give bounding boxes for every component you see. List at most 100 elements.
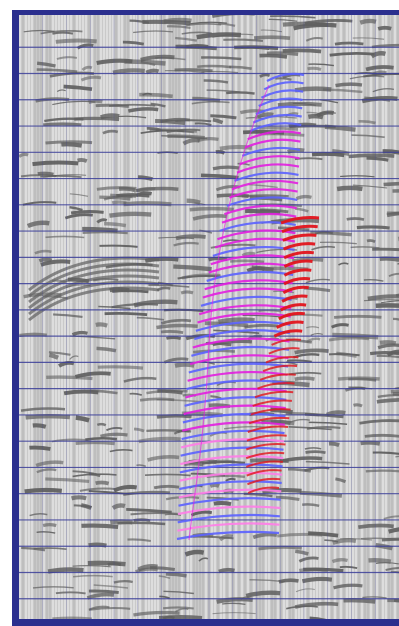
reflector-event (287, 467, 312, 473)
surface-stick-red[interactable] (283, 268, 312, 277)
reflector-event (311, 152, 345, 158)
surface-stick[interactable] (239, 155, 300, 166)
surface-stick[interactable] (182, 412, 286, 424)
surface-stick-red[interactable] (247, 477, 281, 486)
surface-stick[interactable] (180, 438, 285, 449)
surface-stick-red[interactable] (282, 285, 309, 295)
reflector-event (258, 545, 302, 551)
surface-stick[interactable] (180, 455, 284, 466)
surface-stick[interactable] (198, 304, 292, 316)
surface-stick[interactable] (176, 530, 280, 541)
surface-stick[interactable] (221, 212, 297, 224)
surface-stick[interactable] (219, 221, 297, 232)
surface-stick[interactable] (177, 513, 280, 524)
surface-stick[interactable] (178, 488, 282, 499)
surface-stick[interactable] (179, 463, 283, 474)
surface-stick-red[interactable] (280, 216, 320, 225)
surface-stick[interactable] (178, 497, 281, 507)
surface-stick[interactable] (241, 146, 301, 157)
surface-stick[interactable] (204, 279, 293, 291)
surface-stick[interactable] (179, 471, 283, 482)
reflector-event (363, 279, 384, 282)
surface-stick-red[interactable] (257, 382, 295, 390)
interpreted-surface[interactable] (176, 72, 320, 541)
surface-stick-red[interactable] (265, 355, 299, 364)
surface-stick[interactable] (229, 188, 298, 199)
surface-stick-red[interactable] (278, 311, 306, 321)
surface-stick[interactable] (185, 387, 287, 399)
trace-column (190, 15, 192, 619)
reflector-event (390, 389, 399, 394)
surface-stick-red[interactable] (247, 425, 289, 433)
surface-stick[interactable] (224, 204, 297, 216)
surface-stick[interactable] (247, 130, 302, 141)
surface-stick[interactable] (234, 171, 299, 182)
surface-stick-red[interactable] (283, 259, 313, 268)
surface-stick-red[interactable] (250, 408, 291, 416)
surface-stick-red[interactable] (271, 338, 302, 346)
surface-stick-red[interactable] (282, 233, 317, 242)
reflector-event (295, 194, 312, 201)
seismic-section[interactable] (19, 15, 399, 619)
surface-stick[interactable] (258, 97, 303, 107)
surface-stick[interactable] (187, 370, 288, 382)
reflector-event (249, 579, 286, 583)
surface-stick[interactable] (255, 105, 303, 116)
surface-stick[interactable] (183, 404, 286, 416)
surface-stick-red[interactable] (246, 434, 287, 442)
surface-stick-red[interactable] (247, 486, 280, 494)
surface-stick-red[interactable] (283, 250, 315, 260)
surface-stick-red[interactable] (262, 364, 298, 373)
surface-stick[interactable] (252, 113, 302, 124)
surface-stick-red[interactable] (281, 294, 308, 303)
surface-stick[interactable] (178, 480, 282, 491)
surface-stick[interactable] (244, 138, 301, 149)
surface-stick[interactable] (181, 429, 285, 441)
surface-stick[interactable] (217, 229, 296, 241)
surface-stick[interactable] (186, 379, 288, 391)
surface-stick-red[interactable] (283, 277, 311, 286)
reflector-event (56, 56, 78, 60)
surface-stick[interactable] (184, 396, 287, 407)
surface-stick-red[interactable] (268, 347, 300, 355)
surface-stick[interactable] (177, 505, 281, 516)
surface-stick-red[interactable] (245, 451, 285, 460)
surface-stick[interactable] (188, 362, 289, 374)
surface-stick-red[interactable] (282, 242, 316, 251)
seismic-canvas[interactable] (19, 15, 399, 619)
surface-stick[interactable] (181, 421, 286, 432)
surface-stick-red[interactable] (252, 399, 293, 407)
surface-stick-red[interactable] (273, 329, 303, 338)
reflector-event (29, 445, 51, 451)
surface-stick[interactable] (189, 354, 289, 366)
surface-stick-red[interactable] (259, 373, 296, 381)
surface-stick[interactable] (180, 446, 284, 457)
reflector-event (343, 598, 376, 604)
surface-stick[interactable] (197, 312, 291, 324)
surface-stick[interactable] (231, 179, 299, 191)
surface-stick[interactable] (226, 196, 298, 207)
surface-stick[interactable] (236, 163, 300, 174)
surface-stick-red[interactable] (245, 443, 286, 451)
surface-stick-red[interactable] (279, 303, 307, 312)
surface-stick[interactable] (266, 72, 305, 82)
surface-stick[interactable] (249, 122, 302, 133)
reflector-event (392, 391, 399, 396)
surface-stick[interactable] (191, 345, 290, 357)
reflector-arc (28, 274, 160, 310)
surface-stick[interactable] (193, 329, 291, 341)
reflector-event (365, 469, 399, 473)
surface-stick[interactable] (202, 287, 293, 299)
surface-stick[interactable] (195, 320, 291, 332)
surface-stick-red[interactable] (276, 320, 304, 329)
surface-stick[interactable] (192, 337, 290, 349)
surface-stick-red[interactable] (245, 460, 284, 468)
surface-stick[interactable] (177, 522, 280, 532)
surface-stick-red[interactable] (248, 416, 290, 425)
trace-column (37, 15, 39, 619)
surface-stick-red[interactable] (254, 390, 294, 399)
trace-column (85, 15, 87, 619)
surface-stick[interactable] (200, 295, 292, 307)
surface-stick-red[interactable] (246, 469, 282, 477)
surface-stick-red[interactable] (281, 224, 318, 234)
